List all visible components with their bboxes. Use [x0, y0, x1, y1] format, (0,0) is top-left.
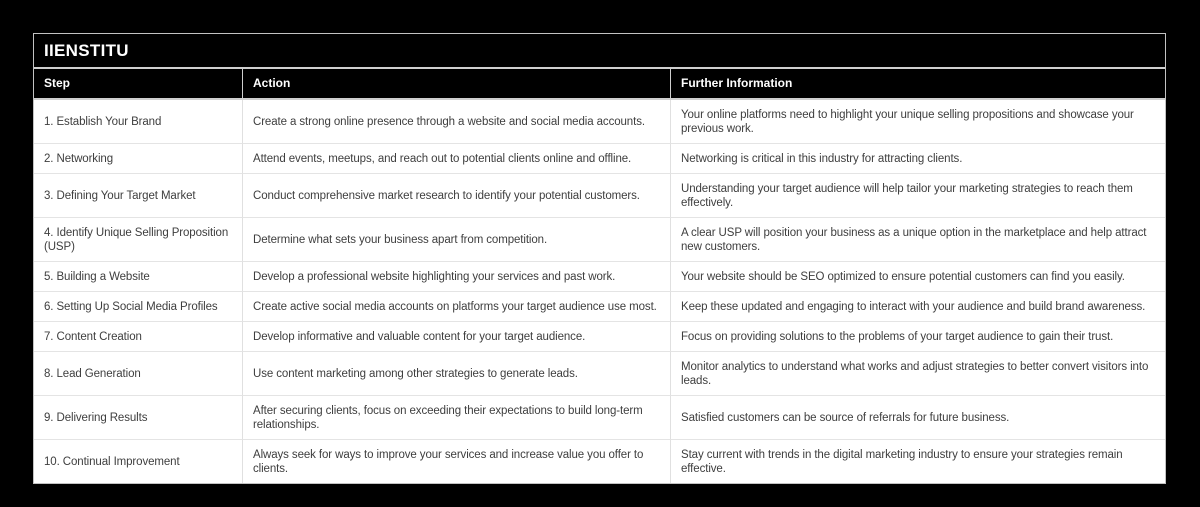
- cell-info: A clear USP will position your business …: [671, 218, 1165, 262]
- table-row: 2. Networking Attend events, meetups, and…: [34, 144, 1165, 174]
- cell-step: 10. Continual Improvement: [34, 440, 243, 483]
- cell-info: Networking is critical in this industry …: [671, 144, 1165, 174]
- table-row: 5. Building a Website Develop a professio…: [34, 262, 1165, 292]
- cell-info: Satisfied customers can be source of ref…: [671, 396, 1165, 440]
- table-row: 7. Content Creation Develop informative a…: [34, 322, 1165, 352]
- cell-action: Create active social media accounts on p…: [243, 292, 671, 322]
- brand-title: IIENSTITU: [34, 34, 1165, 69]
- cell-info: Your website should be SEO optimized to …: [671, 262, 1165, 292]
- cell-info: Monitor analytics to understand what wor…: [671, 352, 1165, 396]
- cell-step: 1. Establish Your Brand: [34, 100, 243, 144]
- cell-step: 9. Delivering Results: [34, 396, 243, 440]
- column-header-action: Action: [243, 69, 671, 100]
- cell-action: Develop a professional website highlight…: [243, 262, 671, 292]
- cell-step: 6. Setting Up Social Media Profiles: [34, 292, 243, 322]
- cell-action: Conduct comprehensive market research to…: [243, 174, 671, 218]
- cell-info: Understanding your target audience will …: [671, 174, 1165, 218]
- cell-action: After securing clients, focus on exceedi…: [243, 396, 671, 440]
- cell-step: 7. Content Creation: [34, 322, 243, 352]
- table-row: 8. Lead Generation Use content marketing …: [34, 352, 1165, 396]
- cell-action: Develop informative and valuable content…: [243, 322, 671, 352]
- cell-info: Keep these updated and engaging to inter…: [671, 292, 1165, 322]
- cell-info: Stay current with trends in the digital …: [681, 448, 1123, 475]
- table-card: IIENSTITU Step Action Further Informatio…: [33, 33, 1166, 484]
- cell-step: 2. Networking: [34, 144, 243, 174]
- cell-step: 8. Lead Generation: [34, 352, 243, 396]
- cell-action: Always seek for ways to improve your ser…: [243, 440, 671, 483]
- cell-info: Focus on providing solutions to the prob…: [671, 322, 1165, 352]
- table-row: 1. Establish Your Brand Create a strong o…: [34, 100, 1165, 144]
- table-row: 3. Defining Your Target Market Conduct co…: [34, 174, 1165, 218]
- header-row: Step Action Further Information: [34, 69, 1165, 100]
- cell-action: Attend events, meetups, and reach out to…: [243, 144, 671, 174]
- cell-step: 5. Building a Website: [34, 262, 243, 292]
- table-row: 10. Continual Improvement Always seek for…: [34, 440, 1165, 483]
- cell-action: Create a strong online presence through …: [243, 100, 671, 144]
- table-body: 1. Establish Your Brand Create a strong o…: [34, 100, 1165, 483]
- cell-step: 3. Defining Your Target Market: [34, 174, 243, 218]
- cell-info: Your online platforms need to highlight …: [671, 100, 1165, 144]
- table-row: 9. Delivering Results After securing clie…: [34, 396, 1165, 440]
- column-header-step: Step: [34, 69, 243, 100]
- column-header-further-information: Further Information: [671, 69, 1165, 100]
- table-row: 4. Identify Unique Selling Proposition (…: [34, 218, 1165, 262]
- cell-step: 4. Identify Unique Selling Proposition (…: [34, 218, 243, 262]
- table-row: 6. Setting Up Social Media Profiles Creat…: [34, 292, 1165, 322]
- steps-table: Step Action Further Information 1. Estab…: [34, 69, 1165, 483]
- cell-action: Use content marketing among other strate…: [243, 352, 671, 396]
- cell-action: Determine what sets your business apart …: [243, 218, 671, 262]
